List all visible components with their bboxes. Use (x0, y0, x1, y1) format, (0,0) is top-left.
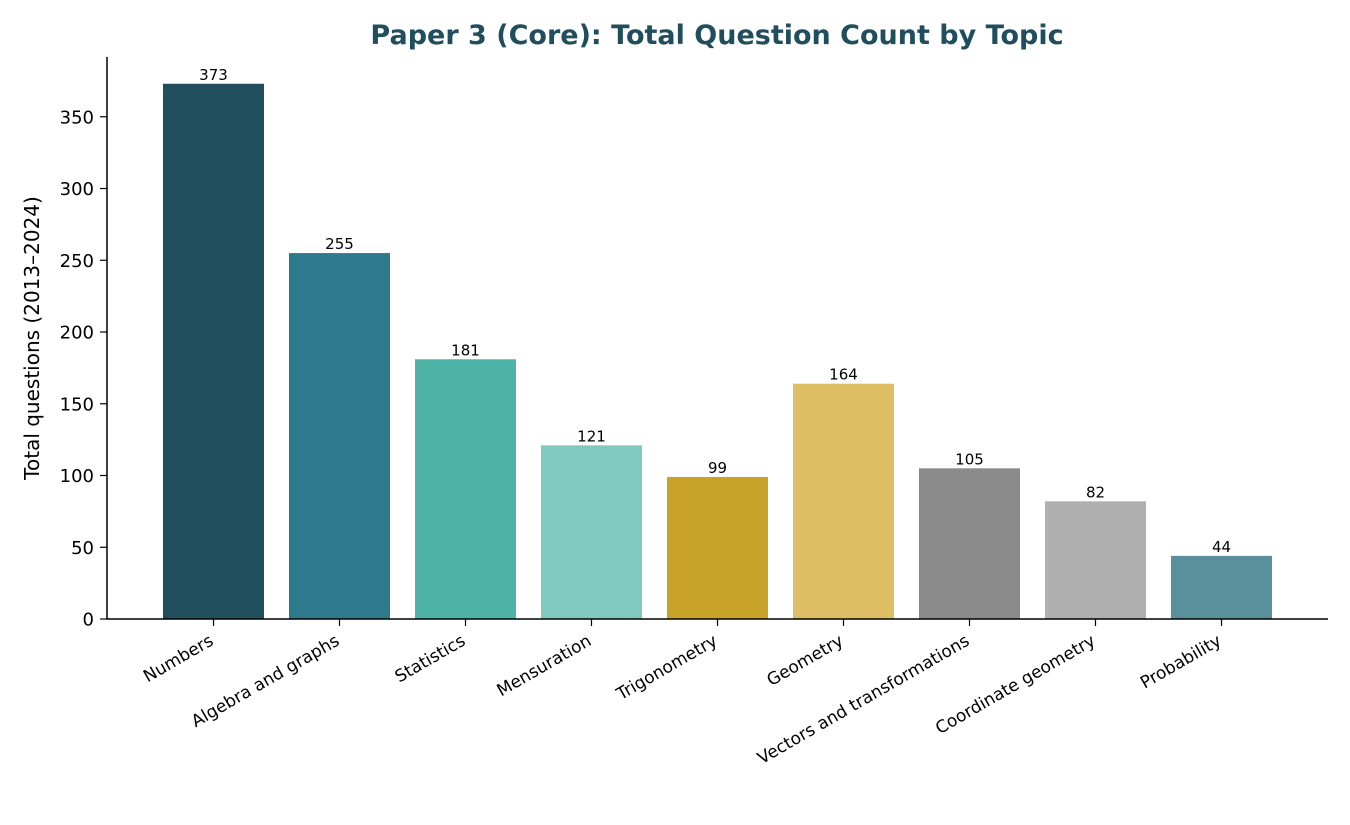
data-label-8: 44 (1212, 538, 1231, 556)
bar-3 (541, 445, 642, 619)
x-tick-label-4: Trigonometry (613, 631, 721, 705)
bars-group (163, 83, 1272, 620)
bar-6 (919, 468, 1020, 619)
x-tick-label-3: Mensuration (494, 631, 595, 701)
y-tick-label-5: 250 (60, 251, 94, 272)
bar-1 (289, 253, 390, 620)
data-label-4: 99 (708, 459, 727, 477)
x-tick-label-5: Geometry (764, 631, 847, 691)
y-axis-ticks: 0 50 100 150 200 250 300 350 (60, 107, 107, 631)
bar-0 (163, 83, 264, 619)
x-tick-label-8: Probability (1137, 631, 1225, 693)
data-label-5: 164 (829, 366, 858, 384)
chart-title: Paper 3 (Core): Total Question Count by … (370, 20, 1063, 51)
y-axis-label: Total questions (2013–2024) (20, 196, 44, 481)
y-tick-label-0: 0 (83, 610, 94, 631)
bar-4 (667, 476, 768, 619)
data-label-6: 105 (955, 450, 984, 468)
y-tick-label-3: 150 (60, 394, 94, 415)
y-tick-label-4: 200 (60, 323, 94, 344)
data-label-7: 82 (1086, 483, 1105, 501)
x-tick-label-2: Statistics (392, 631, 469, 687)
data-label-1: 255 (325, 235, 354, 253)
data-label-0: 373 (199, 66, 228, 84)
x-tick-label-0: Numbers (140, 631, 217, 687)
y-tick-label-2: 100 (60, 466, 94, 487)
data-label-2: 181 (451, 341, 480, 359)
data-label-3: 121 (577, 427, 606, 445)
bar-7 (1045, 501, 1146, 619)
bar-8 (1171, 555, 1272, 619)
y-tick-label-6: 300 (60, 179, 94, 200)
bar-2 (415, 359, 516, 619)
data-labels-group: 373 255 181 121 99 164 105 82 44 (199, 66, 1231, 556)
bar-5 (793, 383, 894, 619)
y-tick-label-1: 50 (71, 538, 94, 559)
y-tick-label-7: 350 (60, 107, 94, 128)
x-tick-label-6: Vectors and transformations (754, 631, 973, 769)
